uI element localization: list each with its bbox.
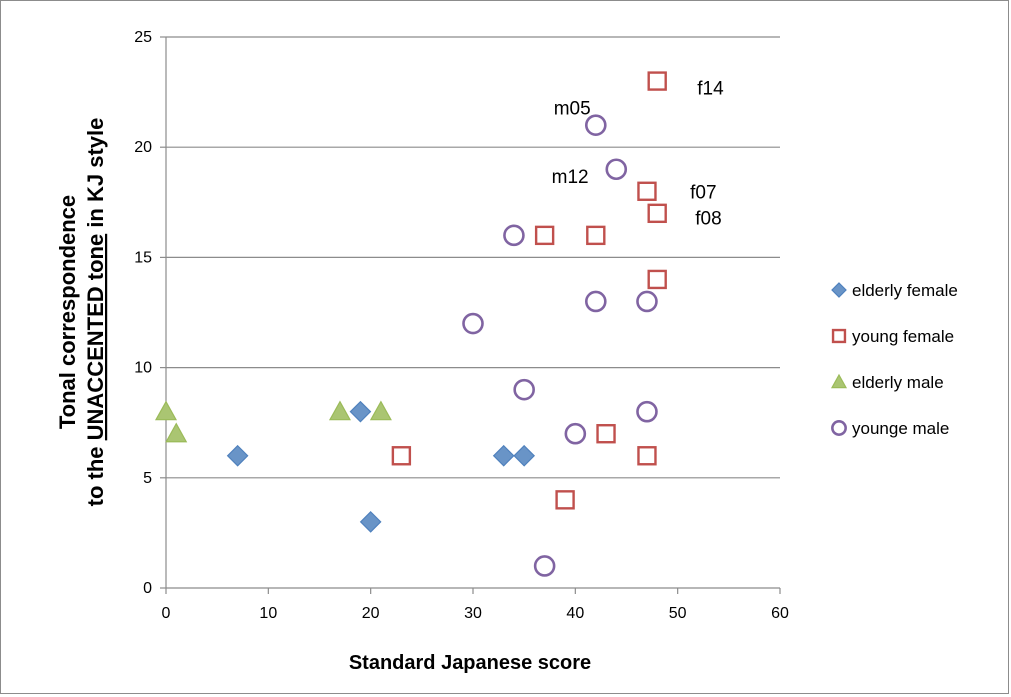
series-elderly-male [154,400,392,443]
data-point [647,71,667,91]
legend-label: elderly male [852,373,944,392]
data-points [154,71,667,577]
x-axis-title: Standard Japanese score [349,652,591,674]
x-tick-label: 40 [566,605,584,622]
data-point [605,158,628,181]
data-point [391,446,412,466]
data-point [359,511,382,533]
data-point [328,400,351,421]
data-point [637,446,657,466]
point-annotation: f07 [690,182,716,203]
y-tick-label: 5 [143,470,152,487]
legend-item: younge male [831,419,949,438]
legend-marker [831,282,847,298]
y-axis-title-underlined: UNACCENTED tone [83,234,108,441]
legend-marker [831,420,847,436]
tick-labels: 0 5 10 15 20 25 0 10 20 30 40 50 60 [134,29,789,622]
data-point [636,400,658,423]
point-annotation: m05 [554,99,591,120]
data-point [637,181,657,201]
point-annotation: f08 [695,209,721,230]
data-point [555,490,575,510]
data-point [636,290,658,313]
data-point [513,444,536,467]
data-point [492,444,515,467]
data-point [462,312,484,335]
legend-marker [831,328,847,344]
y-axis-title-prefix: to the [83,440,108,506]
y-axis-title-suffix: in KJ style [83,118,108,234]
y-axis-title: Tonal correspondence to the UNACCENTED t… [55,118,108,507]
data-point [165,422,188,443]
y-tick-label: 15 [134,249,152,266]
y-axis-title-line2: to the UNACCENTED tone in KJ style [83,118,108,507]
series-younge-male [462,114,658,577]
y-tick-label: 0 [143,580,152,597]
x-tick-label: 10 [259,605,277,622]
data-point [647,203,667,224]
y-tick-label: 25 [134,29,152,46]
y-tick-label: 10 [134,360,152,377]
data-point [584,114,607,136]
data-point [564,422,587,445]
gridlines [166,36,780,479]
legend-marker [830,373,848,389]
data-point [349,400,372,423]
y-axis-title-line1: Tonal correspondence [55,195,80,429]
series-young-female [391,71,667,510]
data-point [154,400,178,421]
y-tick-label: 20 [134,139,152,156]
x-tick-label: 30 [464,605,482,622]
legend-item: elderly male [830,373,944,392]
data-point [503,224,525,247]
axes [160,36,781,594]
x-tick-label: 60 [771,605,789,622]
data-point [584,290,607,313]
x-tick-label: 0 [162,605,171,622]
legend-label: elderly female [852,281,958,300]
data-point [647,269,667,290]
data-point [513,378,535,401]
x-tick-label: 20 [362,605,380,622]
data-point [533,555,556,577]
data-point [226,444,249,467]
point-annotation: m12 [552,167,589,188]
legend-item: elderly female [831,281,958,300]
data-point [596,424,616,444]
x-tick-label: 50 [669,605,687,622]
data-point [369,400,392,421]
data-point [586,225,606,246]
point-annotations: m05 f14 m12 f07 f08 [552,79,724,230]
legend-label: young female [852,327,954,346]
legend-label: younge male [852,419,949,438]
point-annotation: f14 [697,79,724,100]
legend-item: young female [831,327,954,346]
legend: elderly female young female elderly male yo… [830,281,958,438]
data-point [534,225,555,246]
series-elderly-female [226,400,536,533]
